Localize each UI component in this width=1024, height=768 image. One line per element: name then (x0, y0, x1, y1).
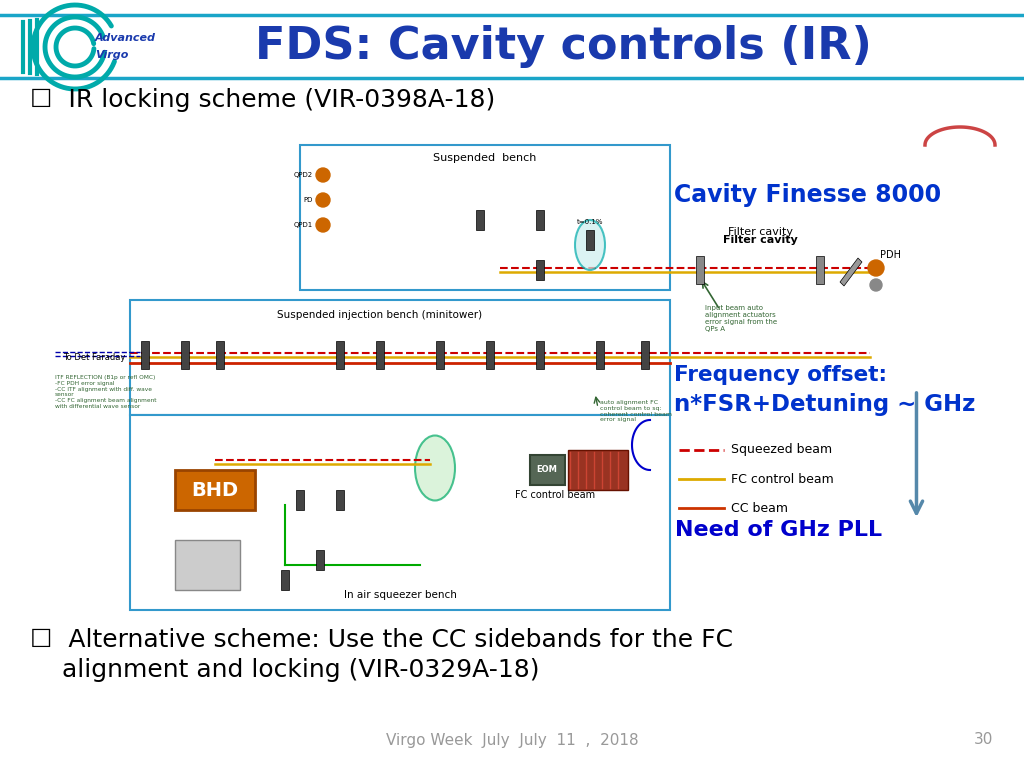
Text: FC control beam: FC control beam (731, 472, 834, 485)
Bar (316, 550, 324, 570)
Text: Virgo Week  July  July  11  ,  2018: Virgo Week July July 11 , 2018 (386, 733, 638, 747)
Text: Suspended injection bench (minitower): Suspended injection bench (minitower) (278, 310, 482, 320)
Text: n*FSR+Detuning ∼ GHz: n*FSR+Detuning ∼ GHz (674, 393, 975, 416)
Text: BHD: BHD (191, 481, 239, 499)
Bar (130, 300, 670, 415)
Bar (175, 470, 255, 510)
Bar (376, 341, 384, 369)
Text: Virgo: Virgo (95, 50, 128, 60)
Bar (536, 210, 544, 230)
Text: ☐  IR locking scheme (VIR-0398A-18): ☐ IR locking scheme (VIR-0398A-18) (30, 88, 496, 112)
Circle shape (316, 168, 330, 182)
Bar (300, 145, 670, 290)
Bar (476, 210, 484, 230)
Bar (181, 341, 189, 369)
Text: Filter cavity: Filter cavity (723, 235, 798, 245)
Text: QPD1: QPD1 (294, 222, 313, 228)
Circle shape (870, 279, 882, 291)
Text: FC control beam: FC control beam (515, 490, 595, 500)
Text: 30: 30 (974, 733, 993, 747)
Text: t=0.1%: t=0.1% (577, 219, 603, 225)
Text: Filter cavity: Filter cavity (727, 227, 793, 237)
Text: In air squeezer bench: In air squeezer bench (344, 590, 457, 600)
Bar (141, 341, 150, 369)
Text: alignment and locking (VIR-0329A-18): alignment and locking (VIR-0329A-18) (30, 658, 540, 682)
Bar (336, 341, 344, 369)
Bar (816, 256, 824, 284)
Bar (281, 570, 289, 590)
Text: ☐  Alternative scheme: Use the CC sidebands for the FC: ☐ Alternative scheme: Use the CC sideban… (30, 628, 733, 652)
Bar (696, 256, 705, 284)
Bar (336, 490, 344, 510)
Circle shape (868, 260, 884, 276)
Bar (530, 455, 565, 485)
Circle shape (316, 218, 330, 232)
Bar (536, 260, 544, 280)
Ellipse shape (415, 435, 455, 501)
Bar (175, 540, 240, 590)
Text: PD: PD (304, 197, 313, 203)
Circle shape (316, 193, 330, 207)
Text: Cavity Finesse 8000: Cavity Finesse 8000 (674, 183, 941, 207)
Text: Advanced: Advanced (95, 33, 156, 43)
Bar (436, 341, 444, 369)
Text: CC beam: CC beam (731, 502, 787, 515)
Text: FDS: Cavity controls (IR): FDS: Cavity controls (IR) (255, 25, 871, 68)
Polygon shape (840, 258, 862, 286)
Text: To Det Faraday: To Det Faraday (62, 353, 125, 362)
Bar (130, 415, 670, 610)
Text: Need of GHz PLL: Need of GHz PLL (675, 520, 882, 540)
Bar (536, 341, 544, 369)
Text: Frequency offset:: Frequency offset: (674, 365, 887, 385)
Text: ITF REFLECTION (B1p or refl OMC)
-FC PDH error signal
-CC ITF alignment with dif: ITF REFLECTION (B1p or refl OMC) -FC PDH… (55, 375, 157, 409)
Bar (568, 450, 628, 490)
Text: Suspended  bench: Suspended bench (433, 153, 537, 163)
Bar (596, 341, 604, 369)
Text: Input beam auto
alignment actuators
error signal from the
QPs A: Input beam auto alignment actuators erro… (705, 305, 777, 332)
Bar (216, 341, 224, 369)
Text: Squeezed beam: Squeezed beam (731, 443, 833, 456)
Bar (296, 490, 304, 510)
Bar (641, 341, 649, 369)
Text: EOM: EOM (537, 465, 557, 475)
Bar (486, 341, 494, 369)
Bar (586, 230, 594, 250)
Ellipse shape (575, 220, 605, 270)
Text: PDH: PDH (880, 250, 901, 260)
Text: QPD2: QPD2 (294, 172, 313, 178)
Bar (50, 130, 675, 625)
Text: auto alignment FC
control beam to sq:
coherent control beam
error signal: auto alignment FC control beam to sq: co… (600, 400, 672, 422)
